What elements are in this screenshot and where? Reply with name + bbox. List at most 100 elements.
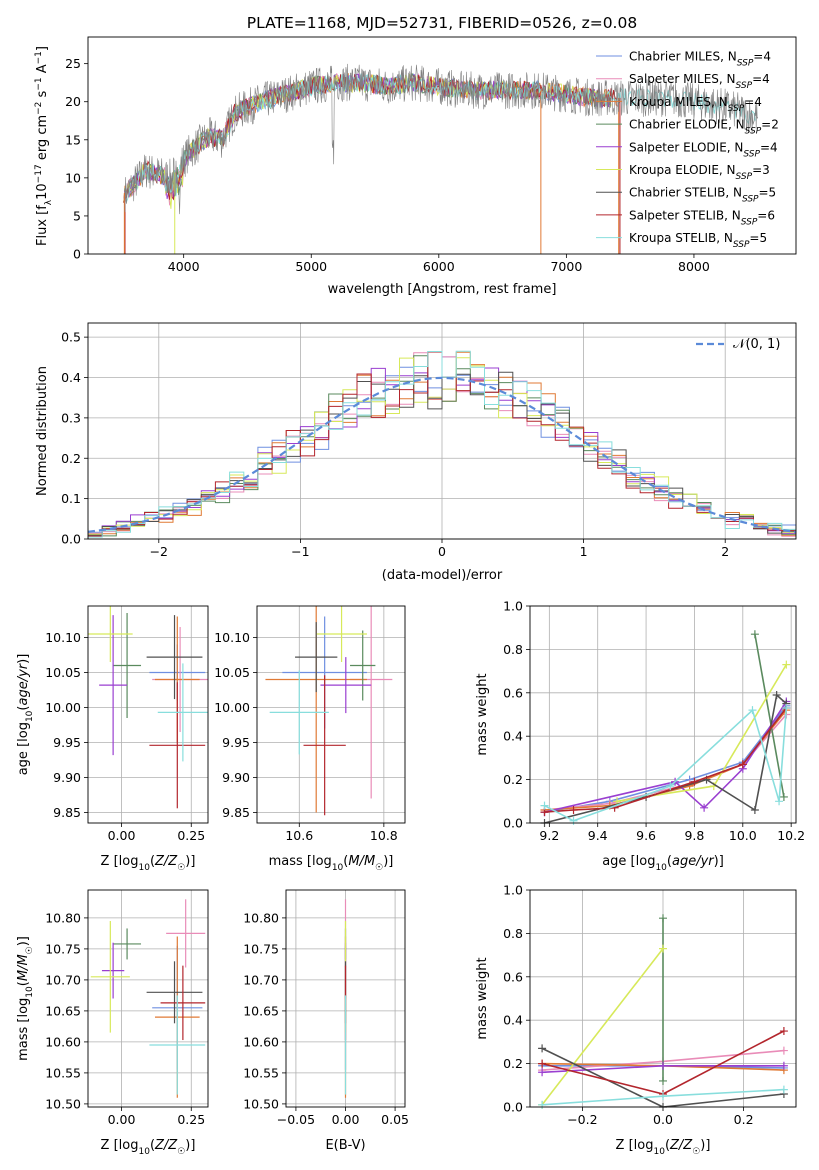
age-vs-mass-ytick-label: 10.05 xyxy=(214,665,250,680)
age-vs-mass-xtick-label: 10.6 xyxy=(285,828,313,843)
spectrum-legend-label: Kroupa MILES, NSSP=4 xyxy=(629,95,762,114)
weight-vs-Z-ytick-label: 0.0 xyxy=(503,1100,523,1115)
age-vs-mass-xtick-label: 10.8 xyxy=(370,828,398,843)
age-vs-mass-ytick-label: 10.00 xyxy=(214,700,250,715)
age-vs-Z-errorbar-point xyxy=(88,606,133,662)
age-vs-Z-errorbar-point xyxy=(99,615,128,756)
weight-vs-age-series-line xyxy=(544,707,788,822)
weight-vs-age-ytick-label: 0.0 xyxy=(503,816,523,831)
spectrum-ytick-label: 20 xyxy=(65,94,81,109)
weight-vs-Z-series-marker xyxy=(659,1092,667,1101)
weight-vs-age-series-marker xyxy=(700,803,709,812)
mass-ylabel: mass [log10(M/M☉)] xyxy=(16,936,35,1061)
residuals-ytick-label: 0.1 xyxy=(61,491,81,506)
spectrum-legend-label: Chabrier MILES, NSSP=4 xyxy=(629,50,771,69)
age-vs-mass-ytick-label: 10.10 xyxy=(214,630,250,645)
weight-vs-age-series-marker xyxy=(775,797,784,806)
weight-vs-age-series-marker xyxy=(738,760,747,769)
mass-vs-Z-xtick-label: 0.25 xyxy=(177,1112,205,1127)
age-vs-Z-frame xyxy=(87,605,209,824)
residuals-ylabel: Normed distribution xyxy=(35,366,50,496)
residuals-xtick-label: −2 xyxy=(150,544,168,559)
residuals-ytick-label: 0.2 xyxy=(61,451,81,466)
mass-vs-Z-xtick-label: 0.00 xyxy=(108,1112,136,1127)
mass-vs-EBV-ytick-label: 10.70 xyxy=(243,972,279,987)
spectrum-frame xyxy=(87,36,797,255)
spectrum-ytick-label: 15 xyxy=(65,132,81,147)
spectrum-legend-label: Chabrier STELIB, NSSP=5 xyxy=(629,186,776,205)
mass-vs-Z-errorbar-point xyxy=(160,965,206,1041)
age-vs-Z-errorbar-point xyxy=(113,613,142,718)
weight-vs-age-ytick-label: 1.0 xyxy=(503,599,523,614)
spectrum-legend-label: Kroupa STELIB, NSSP=5 xyxy=(629,231,767,250)
weight-vs-age-ytick-label: 0.4 xyxy=(503,729,523,744)
mass-xlabel: mass [log10(M/M☉)] xyxy=(269,854,394,873)
weight-vs-age-series-marker xyxy=(750,805,759,814)
spectrum-xtick-label: 6000 xyxy=(423,259,455,274)
mass-vs-EBV-xtick-label: 0.05 xyxy=(381,1112,409,1127)
mass-vs-Z-ytick-label: 10.60 xyxy=(45,1034,81,1049)
spectrum-ylabel: Flux [fλ10−17 erg cm−2 s−1 A−1] xyxy=(34,46,54,246)
weight-vs-Z-ytick-label: 0.4 xyxy=(503,1013,523,1028)
mass-vs-Z-ytick-label: 10.55 xyxy=(45,1065,81,1080)
mass-vs-Z-axes xyxy=(84,890,208,1111)
weight-vs-Z-xtick-label: −0.2 xyxy=(567,1112,597,1127)
weight-vs-age-series-marker xyxy=(569,816,578,825)
weight-vs-age-xtick-label: 10.0 xyxy=(729,828,757,843)
weight-vs-Z-ylabel: mass weight xyxy=(475,957,490,1039)
weight-vs-Z-series-marker xyxy=(779,1046,788,1055)
weight-vs-Z-series-marker xyxy=(538,1100,547,1109)
weight-vs-Z-axes xyxy=(526,889,796,1111)
spectrum-ytick-label: 0 xyxy=(73,247,81,262)
mass-vs-Z-errorbar-point xyxy=(101,942,125,999)
weight-vs-Z-series-marker xyxy=(779,1061,788,1070)
weight-z-xlabel: Z [log10(Z/Z☉)] xyxy=(616,1138,711,1157)
weight-vs-Z-ytick-label: 0.8 xyxy=(503,926,523,941)
age-vs-Z-errorbar-point xyxy=(149,682,206,809)
weight-vs-Z-frame xyxy=(529,889,797,1108)
spectrum-xlabel: wavelength [Angstrom, rest frame] xyxy=(328,282,557,297)
residuals-xtick-label: −1 xyxy=(291,544,309,559)
z-xlabel: Z [log10(Z/Z☉)] xyxy=(101,1138,196,1157)
age-vs-Z-ytick-label: 10.10 xyxy=(45,630,81,645)
weight-vs-Z-series-marker xyxy=(538,1044,547,1053)
spectrum-xtick-label: 5000 xyxy=(295,259,327,274)
residuals-ytick-label: 0.5 xyxy=(61,330,81,345)
age-vs-mass-ytick-label: 9.85 xyxy=(222,805,250,820)
age-vs-mass-errorbar-point xyxy=(350,630,376,701)
spectrum-legend-label: Salpeter STELIB, NSSP=6 xyxy=(629,208,775,227)
weight-vs-age-series-marker xyxy=(782,703,791,712)
age-vs-mass-errorbar-point xyxy=(295,622,338,693)
spectrum-xtick-label: 8000 xyxy=(678,259,710,274)
spectrum-data-line xyxy=(124,63,758,215)
age-vs-mass-ytick-label: 9.90 xyxy=(222,770,250,785)
age-vs-Z-xtick-label: 0.25 xyxy=(177,828,205,843)
age-vs-Z-axes xyxy=(84,606,208,827)
spectrum-title: PLATE=1168, MJD=52731, FIBERID=0526, z=0… xyxy=(247,14,637,32)
spectrum-legend-label: Salpeter MILES, NSSP=4 xyxy=(629,72,770,91)
residuals-ytick-label: 0.0 xyxy=(61,532,81,547)
residuals-legend-label: 𝒩(0, 1) xyxy=(733,337,780,352)
age-vs-mass-errorbar-point xyxy=(269,670,329,755)
mass-vs-Z-ytick-label: 10.75 xyxy=(45,941,81,956)
weight-vs-age-series-marker xyxy=(750,630,759,639)
residuals-xtick-label: 2 xyxy=(721,544,729,559)
mass-vs-Z-frame xyxy=(87,889,209,1108)
mass-vs-EBV-xtick-label: 0.00 xyxy=(332,1112,360,1127)
weight-vs-Z-ytick-label: 0.6 xyxy=(503,969,523,984)
weight-vs-age-axes xyxy=(526,605,796,827)
weight-vs-age-xtick-label: 9.2 xyxy=(539,828,559,843)
mass-vs-EBV-ytick-label: 10.55 xyxy=(243,1065,279,1080)
weight-vs-Z-series-marker xyxy=(659,944,667,953)
residual-histogram-step xyxy=(88,350,796,538)
mass-vs-Z-ytick-label: 10.65 xyxy=(45,1003,81,1018)
spectrum-xtick-label: 4000 xyxy=(168,259,200,274)
weight-vs-Z-xtick-label: 0.0 xyxy=(653,1112,673,1127)
weight-vs-Z-series-marker xyxy=(659,1061,667,1070)
age-vs-mass-frame xyxy=(256,605,406,824)
mass-vs-EBV-ytick-label: 10.60 xyxy=(243,1034,279,1049)
weight-vs-Z-series-marker xyxy=(538,1068,547,1077)
age-vs-Z-ytick-label: 9.85 xyxy=(53,805,81,820)
mass-vs-Z-ytick-label: 10.80 xyxy=(45,910,81,925)
